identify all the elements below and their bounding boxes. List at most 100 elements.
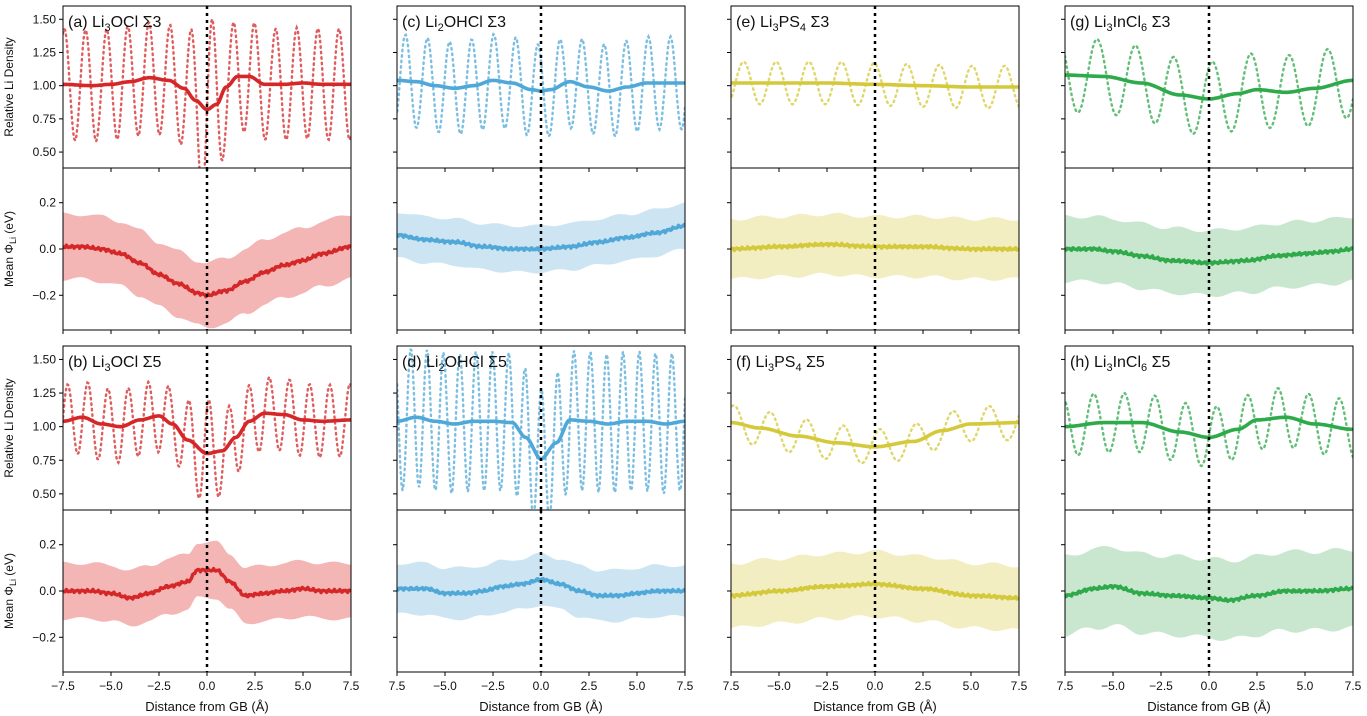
- axes-Li3OCl-phi-0: −0.2 0.0 0.2 Mean ΦLi (eV): [2, 167, 352, 334]
- axes-Li3InCl6-density-0: (g) Li3InCl6 Σ3: [1061, 5, 1354, 172]
- axes-Li3PS4-phi-1: 7.5 −5.0 −2.5 0.0 2.5 5.0 7.5 Distance from GB …: [723, 509, 1028, 714]
- y-tick-label: 0.75: [33, 453, 57, 467]
- y-axis-label: Relative Li Density: [2, 37, 16, 136]
- panel-title: (b) Li3OCl Σ5: [68, 354, 161, 374]
- x-tick-label: −5.0: [767, 679, 791, 693]
- x-tick-label: −7.5: [51, 679, 75, 693]
- axes-Li3InCl6-density-1: (h) Li3InCl6 Σ5: [1061, 345, 1354, 514]
- density-smooth-series: [63, 74, 351, 112]
- x-tick-label: 7.5: [1011, 679, 1028, 693]
- density-raw-series: [397, 32, 685, 140]
- x-tick-label: 2.5: [1249, 679, 1266, 693]
- x-tick-label: −2.5: [815, 679, 839, 693]
- x-tick-label: −2.5: [481, 679, 505, 693]
- phi-std-band: [1065, 214, 1353, 297]
- phi-mean-series: [731, 580, 1019, 601]
- y-tick-label: 0.0: [39, 242, 56, 256]
- axes-Li3OCl-phi-1: −0.2 0.0 0.2 −7.5 −5.0 −2.5 0.0 2.5 5.0 7.5 Mean Φ…: [2, 509, 360, 714]
- axes-Li3InCl6-phi-1: 7.5 −5.0 −2.5 0.0 2.5 5.0 7.5 Distance from GB …: [1057, 509, 1362, 714]
- x-tick-label: −5.0: [99, 679, 123, 693]
- x-tick-label: 0.0: [867, 679, 884, 693]
- plot-root: 0.50 0.75 1.00 1.25 1.50 (a) Li3OCl Σ3 Relativ…: [2, 5, 1362, 714]
- density-raw-series: [1065, 386, 1353, 468]
- y-tick-label: −0.2: [32, 288, 56, 302]
- x-tick-label: 5.0: [963, 679, 980, 693]
- density-raw-series: [731, 404, 1019, 465]
- y-tick-label: 1.00: [33, 79, 57, 93]
- x-tick-label: 7.5: [677, 679, 694, 693]
- y-axis-label: Mean ΦLi (eV): [2, 553, 18, 629]
- y-axis-label: Mean ΦLi (eV): [2, 211, 18, 287]
- phi-mean-series: [397, 576, 685, 599]
- y-tick-label: 0.75: [33, 112, 57, 126]
- phi-std-band: [63, 212, 351, 329]
- y-tick-label: 1.50: [33, 12, 57, 26]
- y-tick-label: 0.50: [33, 145, 57, 159]
- x-tick-label: 0.0: [199, 679, 216, 693]
- density-raw-series: [1065, 37, 1353, 136]
- x-tick-label: 7.5: [389, 679, 406, 693]
- phi-std-band: [731, 549, 1019, 632]
- phi-std-band: [397, 202, 685, 274]
- panel-title: (e) Li3PS4 Σ3: [736, 14, 829, 34]
- phi-std-band: [1065, 546, 1353, 641]
- x-tick-label: 5.0: [1297, 679, 1314, 693]
- x-tick-label: 7.5: [1057, 679, 1074, 693]
- x-tick-label: 7.5: [343, 679, 360, 693]
- x-tick-label: 2.5: [581, 679, 598, 693]
- axes-Li3OCl-density-0: 0.50 0.75 1.00 1.25 1.50 (a) Li3OCl Σ3 Relativ…: [2, 5, 352, 172]
- x-tick-label: 0.0: [533, 679, 550, 693]
- plot-area: [731, 404, 1019, 465]
- panel-title: (d) Li2OHCl Σ5: [402, 354, 507, 374]
- x-tick-label: 2.5: [915, 679, 932, 693]
- y-tick-label: 0.2: [39, 538, 56, 552]
- plot-area: [731, 549, 1019, 632]
- plot-area: [1065, 214, 1353, 297]
- plot-area: [63, 540, 351, 627]
- axes-Li3PS4-phi-0: [727, 167, 1020, 334]
- phi-mean-series: [1065, 246, 1353, 266]
- panel-title: (a) Li3OCl Σ3: [68, 14, 161, 34]
- y-tick-label: 1.50: [33, 352, 57, 366]
- panel-title: (c) Li2OHCl Σ3: [402, 14, 506, 34]
- axes-Li3InCl6-phi-0: [1061, 167, 1354, 334]
- y-tick-label: 1.00: [33, 420, 57, 434]
- x-tick-label: −2.5: [1149, 679, 1173, 693]
- plot-area: [397, 202, 685, 274]
- y-tick-label: 0.0: [39, 584, 56, 598]
- panel-title: (f) Li3PS4 Σ5: [736, 354, 825, 374]
- x-tick-label: −5.0: [433, 679, 457, 693]
- axes-Li3PS4-density-1: (f) Li3PS4 Σ5: [727, 345, 1020, 514]
- density-raw-series: [63, 374, 351, 502]
- y-tick-label: 0.2: [39, 196, 56, 210]
- plot-area: [1065, 386, 1353, 468]
- x-tick-label: 5.0: [629, 679, 646, 693]
- phi-mean-series: [397, 223, 685, 252]
- x-tick-label: 2.5: [247, 679, 264, 693]
- y-axis-label: Relative Li Density: [2, 378, 16, 477]
- x-axis-label: Distance from GB (Å): [813, 699, 937, 714]
- plot-area: [1065, 546, 1353, 641]
- x-axis-label: Distance from GB (Å): [145, 699, 269, 714]
- x-tick-label: 5.0: [295, 679, 312, 693]
- axes-Li2OHCl-density-0: (c) Li2OHCl Σ3: [393, 5, 686, 172]
- phi-std-band: [63, 540, 351, 627]
- x-tick-label: 0.0: [1201, 679, 1218, 693]
- axes-Li2OHCl-density-1: (d) Li2OHCl Σ5: [393, 345, 686, 514]
- x-axis-label: Distance from GB (Å): [1147, 699, 1271, 714]
- panel-title: (h) Li3InCl6 Σ5: [1070, 354, 1170, 374]
- axes-Li2OHCl-phi-0: [393, 167, 686, 334]
- x-tick-label: −5.0: [1101, 679, 1125, 693]
- x-axis-label: Distance from GB (Å): [479, 699, 603, 714]
- y-tick-label: 1.25: [33, 386, 57, 400]
- x-tick-label: 7.5: [1345, 679, 1362, 693]
- x-tick-label: 7.5: [723, 679, 740, 693]
- y-tick-label: 0.50: [33, 487, 57, 501]
- plot-area: [63, 15, 351, 168]
- density-raw-series: [731, 60, 1019, 110]
- phi-mean-series: [1065, 583, 1353, 604]
- axes-Li3PS4-density-0: (e) Li3PS4 Σ3: [727, 5, 1020, 172]
- density-raw-series: [397, 347, 685, 510]
- y-tick-label: 1.25: [33, 45, 57, 59]
